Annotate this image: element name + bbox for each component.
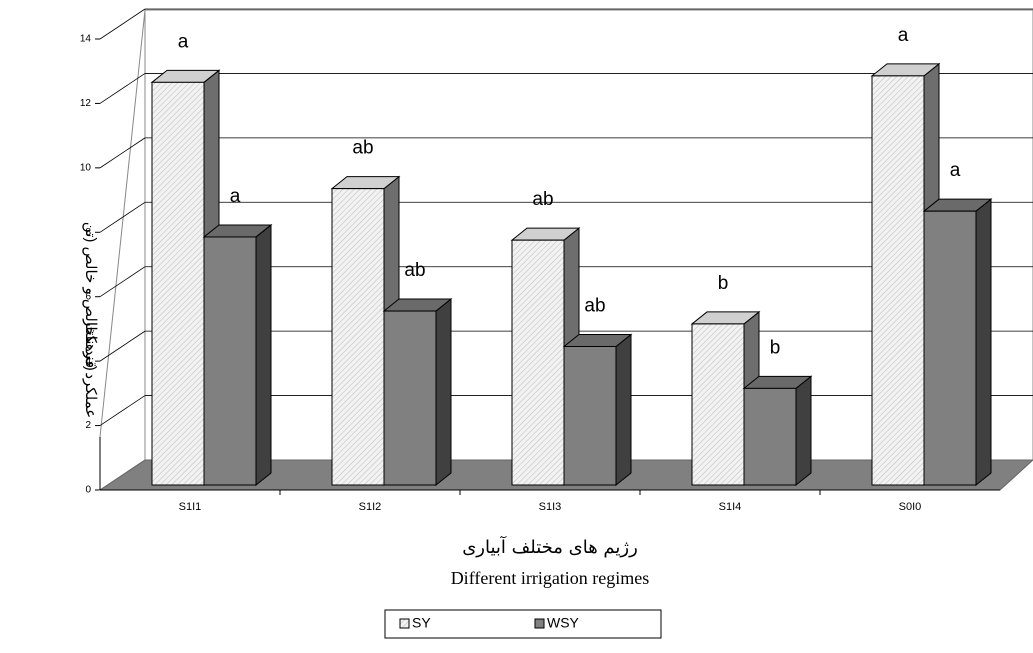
bar-side <box>255 223 272 487</box>
bar <box>691 323 745 486</box>
bar-side <box>615 333 632 487</box>
bar <box>923 210 977 486</box>
significance-label: ab <box>404 260 425 281</box>
x-tick-label: S1I2 <box>359 501 382 513</box>
bar <box>383 310 437 486</box>
significance-label: b <box>770 337 781 358</box>
grid-line <box>99 137 146 169</box>
legend-label: WSY <box>547 615 580 631</box>
x-tick-label: S1I3 <box>539 501 562 513</box>
grid-line <box>99 201 146 233</box>
y-axis-title: عملکرد قند ناخالص و خالص (تن <box>82 222 99 418</box>
y-axis-title: درهکتار) <box>82 318 99 370</box>
significance-label: a <box>230 186 241 207</box>
x-axis-title: Different irrigation regimes <box>451 568 650 588</box>
legend-swatch <box>399 618 410 629</box>
significance-label: a <box>898 25 909 46</box>
y-tick-label: 2 <box>85 420 91 431</box>
legend-label: SY <box>412 615 431 631</box>
significance-label: ab <box>532 189 553 210</box>
bar-side <box>795 375 812 487</box>
bar <box>151 81 205 486</box>
significance-label: a <box>178 31 189 52</box>
legend <box>384 609 662 639</box>
x-tick-label: S1I4 <box>719 501 742 513</box>
significance-label: ab <box>352 138 373 159</box>
bar <box>203 236 257 486</box>
y-tick-label: 14 <box>80 34 92 45</box>
grid-line <box>99 330 146 362</box>
side-wall <box>99 9 146 491</box>
y-tick-label: 6 <box>85 291 91 302</box>
grid-line <box>99 8 146 40</box>
bar-side <box>435 298 452 487</box>
grid-line <box>99 395 146 426</box>
bar <box>563 345 617 486</box>
bar <box>511 239 565 486</box>
y-tick-label: 12 <box>80 98 92 109</box>
bar-side <box>975 198 992 487</box>
y-tick-label: 8 <box>85 227 91 238</box>
bar <box>331 188 385 486</box>
grid-line <box>99 266 146 298</box>
legend-swatch <box>534 618 545 629</box>
y-tick-label: 4 <box>85 356 91 367</box>
significance-label: b <box>718 273 729 294</box>
bar <box>743 387 797 486</box>
x-axis-title: رژیم های مختلف آبیاری <box>462 535 638 558</box>
bar <box>871 75 925 486</box>
significance-label: a <box>950 160 961 181</box>
x-tick-label: S1I1 <box>179 501 202 513</box>
x-tick-label: S0I0 <box>899 501 922 513</box>
grid-line <box>99 73 146 104</box>
significance-label: ab <box>584 295 605 316</box>
y-tick-label: 10 <box>80 162 92 173</box>
y-tick-label: 0 <box>85 485 91 496</box>
